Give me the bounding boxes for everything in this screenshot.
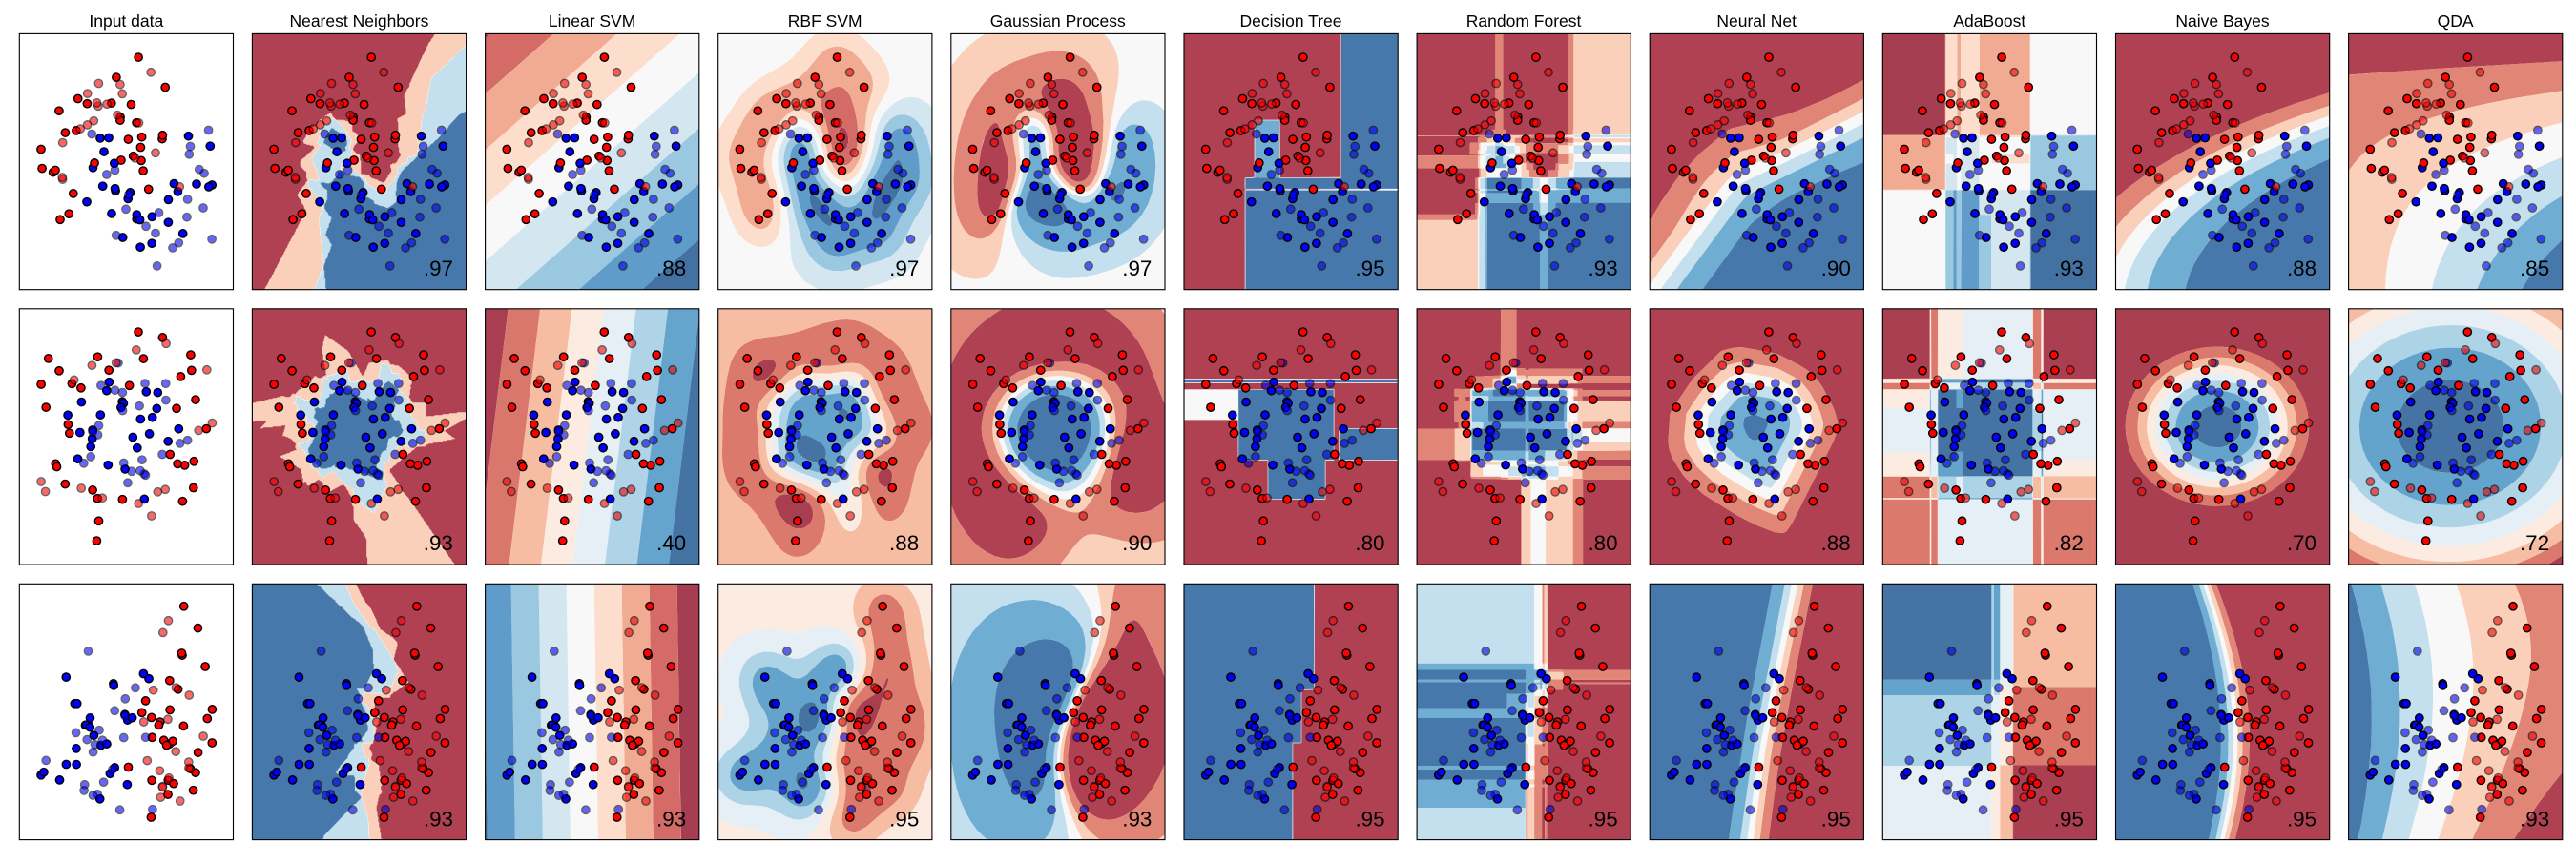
svg-text:.95: .95: [889, 807, 919, 831]
svg-text:.90: .90: [1122, 531, 1152, 555]
svg-text:.88: .88: [889, 531, 919, 555]
svg-text:.93: .93: [1122, 807, 1152, 831]
svg-text:.88: .88: [656, 257, 686, 280]
svg-text:Nearest Neighbors: Nearest Neighbors: [289, 11, 428, 31]
svg-text:QDA: QDA: [2438, 11, 2474, 31]
svg-text:Input data: Input data: [89, 11, 163, 31]
svg-text:.40: .40: [656, 531, 686, 555]
svg-text:.80: .80: [1588, 531, 1617, 555]
svg-text:Neural Net: Neural Net: [1716, 11, 1797, 31]
svg-text:.93: .93: [2054, 257, 2084, 280]
svg-text:.93: .93: [656, 807, 686, 831]
svg-text:.95: .95: [1821, 807, 1851, 831]
svg-text:Random Forest: Random Forest: [1466, 11, 1582, 31]
svg-text:.93: .93: [424, 807, 453, 831]
svg-text:.93: .93: [1589, 257, 1618, 280]
svg-text:.85: .85: [2520, 257, 2549, 280]
svg-text:.88: .88: [2287, 257, 2316, 280]
svg-text:.95: .95: [1355, 807, 1384, 831]
svg-text:.82: .82: [2054, 531, 2084, 555]
svg-text:Naive Bayes: Naive Bayes: [2175, 11, 2269, 31]
svg-text:.95: .95: [2287, 807, 2316, 831]
svg-text:.97: .97: [424, 257, 453, 280]
svg-text:.95: .95: [2054, 807, 2084, 831]
svg-text:.97: .97: [889, 257, 919, 280]
svg-text:.93: .93: [424, 531, 453, 555]
svg-text:.80: .80: [1355, 531, 1384, 555]
svg-text:.95: .95: [1589, 807, 1618, 831]
svg-text:Linear SVM: Linear SVM: [549, 11, 635, 31]
svg-text:.93: .93: [2520, 807, 2549, 831]
svg-text:.97: .97: [1122, 257, 1152, 280]
svg-text:.95: .95: [1355, 257, 1384, 280]
svg-text:Decision Tree: Decision Tree: [1240, 11, 1342, 31]
svg-text:RBF SVM: RBF SVM: [788, 11, 862, 31]
svg-text:Gaussian Process: Gaussian Process: [990, 11, 1126, 31]
svg-text:AdaBoost: AdaBoost: [1953, 11, 2025, 31]
svg-text:.70: .70: [2287, 531, 2316, 555]
svg-text:.72: .72: [2520, 531, 2549, 555]
svg-text:.88: .88: [1821, 531, 1851, 555]
svg-text:.90: .90: [1821, 257, 1851, 280]
